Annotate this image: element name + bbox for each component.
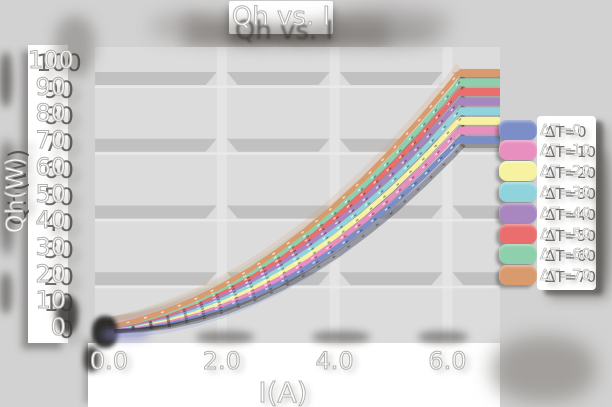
shadow-blob	[0, 52, 12, 107]
plot-svg	[95, 47, 503, 343]
legend-swatch-dt-20	[499, 161, 537, 182]
curve-ghost-dt-70	[108, 63, 462, 323]
curve-dash-shadow-dt-50	[113, 95, 465, 332]
y-tick-label: 50	[35, 179, 67, 208]
legend-swatch-dt-0	[499, 119, 537, 140]
legend-label-dt-10: ΔT=10	[540, 141, 592, 160]
y-tick-label: 0	[50, 313, 66, 342]
y-tick-label: 40	[35, 206, 67, 235]
h-gridline-band	[452, 205, 500, 219]
legend-label-dt-0: ΔT=0	[540, 120, 582, 139]
y-tick-label: 10	[35, 286, 67, 315]
curve-dt-70	[108, 71, 461, 330]
h-gridline-band	[95, 205, 217, 219]
legend-label-dt-70: ΔT=70	[540, 266, 592, 285]
y-tick-label: 80	[35, 99, 67, 128]
x-tick-label: 4.0	[315, 347, 354, 376]
y-tick-strip-background	[28, 45, 68, 343]
v-gridline	[216, 47, 227, 343]
h-gridline-highlight	[95, 219, 500, 222]
v-gridline	[329, 47, 340, 343]
legend-label-dt-20: ΔT=20	[540, 162, 592, 181]
curve-shadow-dt-0	[113, 142, 466, 334]
x-axis-label: I(A)	[258, 376, 308, 407]
curve-dash-shadow-dt-40	[113, 105, 465, 332]
legend-swatch-dt-10	[499, 140, 537, 161]
legend-background-box	[537, 116, 596, 290]
legend-label-dt-40: ΔT=40	[540, 203, 592, 222]
legend-label-dt-50: ΔT=50	[540, 224, 592, 243]
legend-swatch-dt-30	[499, 181, 537, 202]
shadow-blob	[0, 272, 12, 314]
curve-dash-dt-40	[108, 101, 460, 328]
legend-swatch-dt-70	[499, 265, 537, 286]
y-tick-label: 60	[35, 152, 67, 181]
h-gridline-band	[95, 272, 217, 286]
x-tick-label: 0.0	[89, 347, 129, 376]
x-tick-strip-background	[88, 343, 500, 407]
curve-ghost-dt-0	[108, 146, 461, 338]
legend-swatch-dt-50	[499, 223, 537, 244]
h-gridline-band	[226, 138, 330, 152]
chart-title: Qh vs. I	[231, 2, 331, 33]
y-tick-label: 100	[28, 46, 75, 75]
h-gridline-band	[226, 205, 330, 219]
y-tick-label: 70	[35, 126, 67, 155]
legend-swatch-dt-40	[499, 202, 537, 223]
h-gridline-band	[339, 72, 443, 85]
legend-label-dt-30: ΔT=30	[540, 182, 592, 202]
y-tick-label: 30	[35, 232, 67, 261]
shadow-blob	[150, 14, 210, 40]
h-gridline-band	[452, 272, 500, 286]
h-gridline-highlight	[95, 85, 500, 88]
v-gridline	[442, 47, 453, 343]
h-gridline-highlight	[95, 285, 500, 289]
legend-label-dt-60: ΔT=60	[540, 245, 592, 264]
shadow-blob	[492, 336, 596, 402]
curve-dash-dt-50	[108, 91, 460, 328]
h-gridline-band	[95, 138, 217, 152]
h-gridline-highlight	[95, 152, 500, 155]
h-gridline-band	[226, 72, 330, 85]
shadow-blob	[597, 150, 611, 290]
plot-background	[95, 47, 500, 343]
plot-area	[95, 47, 503, 343]
y-tick-label: 90	[35, 72, 67, 101]
h-gridline-band	[339, 272, 443, 286]
h-gridline-band	[95, 72, 217, 85]
legend-swatch-dt-60	[499, 244, 537, 265]
shadow-blob	[330, 6, 450, 40]
y-tick-label: 20	[35, 259, 67, 288]
y-axis-label: Qh(W)	[1, 156, 30, 234]
x-tick-label: 2.0	[202, 347, 241, 376]
x-tick-label: 6.0	[428, 347, 467, 376]
